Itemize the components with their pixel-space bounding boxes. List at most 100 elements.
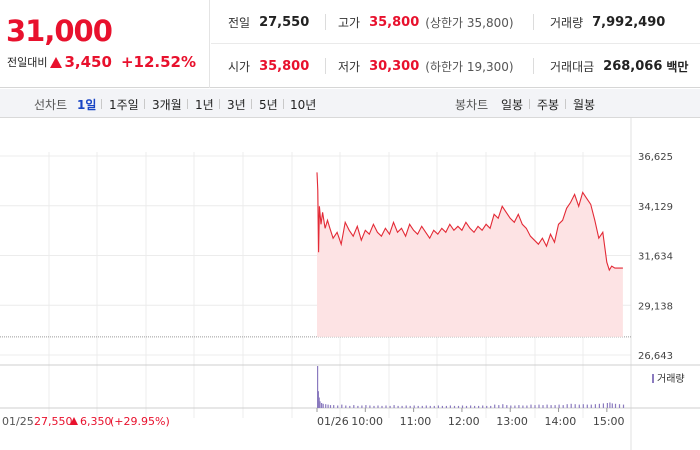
tab-1year[interactable]: 1년 [195, 98, 214, 112]
volume-bar [602, 403, 604, 408]
volume-bar [558, 404, 560, 408]
stat-value: 7,992,490 [592, 14, 666, 30]
line-chart-label: 선차트 [34, 98, 68, 112]
volume-bar [421, 405, 423, 408]
volume-bar [510, 405, 512, 408]
x-tick-label: 14:00 [545, 415, 577, 428]
tab-monthly-candle[interactable]: 월봉 [573, 98, 596, 112]
stat-volume: 거래량 7,992,490 [550, 0, 665, 44]
stat-trade-value: 거래대금 268,066 백만 [550, 44, 688, 88]
chart-tabs-bar: 선차트 1일 1주일 3개월 1년 3년 5년 10년 봉차트 일봉 주봉 월봉 [0, 89, 700, 118]
tab-3month[interactable]: 3개월 [152, 98, 182, 112]
change-label: 전일대비 [7, 56, 48, 69]
volume-bars [317, 366, 625, 408]
volume-bar [437, 405, 439, 408]
upper-limit: (상한가 35,800) [425, 15, 514, 30]
volume-bar [461, 405, 464, 408]
stat-divider [533, 58, 534, 74]
volume-bar [377, 405, 379, 408]
stat-unit: 백만 [666, 59, 689, 74]
current-price: 31,000 [6, 14, 113, 48]
lower-limit: (하한가 19,300) [425, 59, 514, 74]
volume-bar [357, 405, 359, 408]
x-tick-label: 13:00 [496, 415, 528, 428]
volume-bar [570, 403, 572, 408]
volume-bar [425, 405, 427, 408]
volume-bar [562, 405, 564, 408]
volume-bar [490, 405, 492, 408]
volume-bar [474, 405, 476, 408]
volume-bar [429, 405, 431, 408]
x-tick-label: 01/26 [317, 415, 349, 428]
price-chart-svg: 36,625 34,129 31,634 29,138 26,643 01/26 10:0… [0, 118, 700, 450]
volume-bar [341, 404, 343, 408]
stat-label: 전일 [228, 15, 251, 30]
volume-bar [506, 405, 508, 408]
volume-bar [534, 405, 536, 408]
tab-3year[interactable]: 3년 [227, 98, 246, 112]
stat-label: 거래량 [550, 15, 584, 30]
tab-divider [144, 99, 145, 109]
stat-label: 시가 [228, 59, 251, 74]
prev-day-pct: (+29.95%) [110, 415, 170, 428]
volume-bar [417, 405, 419, 408]
tab-weekly-candle[interactable]: 주봉 [537, 98, 560, 112]
candle-chart-label: 봉차트 [455, 98, 489, 112]
x-tick-label: 10:00 [351, 415, 383, 428]
change-percent: +12.52% [120, 53, 196, 71]
tab-divider [283, 99, 284, 109]
price-line-layer [316, 172, 623, 272]
volume-bar [586, 404, 588, 408]
volume-bar [369, 405, 371, 408]
x-axis-ticks: 01/26 10:00 11:00 12:00 13:00 14:00 15:00 [316, 408, 625, 428]
volume-bar [337, 405, 339, 408]
price-summary: 31,000 전일대비 3,450 +12.52% [0, 0, 210, 88]
y-tick-label: 36,625 [638, 152, 673, 163]
volume-bar [514, 405, 516, 408]
volume-bar [594, 404, 596, 408]
prev-day-change: 6,350 [80, 415, 112, 428]
volume-bar [322, 403, 324, 408]
price-area-fill [317, 172, 623, 337]
stat-label: 고가 [338, 15, 361, 30]
volume-legend-label: 거래량 [657, 373, 685, 385]
volume-bar [319, 401, 321, 408]
stat-divider [325, 58, 326, 74]
tab-1day[interactable]: 1일 [77, 98, 97, 112]
volume-bar [486, 405, 488, 408]
volume-bar [526, 405, 528, 408]
tab-divider [101, 99, 102, 109]
volume-bar [542, 405, 544, 408]
volume-bar [329, 405, 332, 408]
x-tick-label: 12:00 [448, 415, 480, 428]
volume-bar [522, 405, 524, 408]
volume-bar [611, 403, 613, 408]
volume-bar [546, 404, 548, 408]
volume-bar [550, 405, 552, 408]
tab-1week[interactable]: 1주일 [109, 98, 139, 112]
volume-bar [373, 405, 375, 408]
tab-daily-candle[interactable]: 일봉 [501, 98, 524, 112]
y-tick-label: 26,643 [638, 351, 673, 362]
volume-bar [449, 405, 451, 408]
tab-5year[interactable]: 5년 [259, 98, 278, 112]
volume-bar [397, 405, 399, 408]
stat-value: 27,550 [259, 14, 310, 30]
up-triangle-icon [70, 417, 78, 425]
x-tick-label: 15:00 [593, 415, 625, 428]
stat-label: 거래대금 [550, 59, 595, 74]
price-change: 전일대비 3,450 +12.52% [7, 53, 196, 71]
stats-grid: 전일 27,550 고가 35,800 (상한가 35,800) 거래량 7,9… [211, 0, 700, 88]
tab-10year[interactable]: 10년 [290, 98, 317, 112]
volume-bar [494, 404, 496, 408]
volume-bar [574, 404, 576, 408]
volume-bar [389, 405, 391, 408]
price-line [316, 172, 623, 272]
tab-divider [187, 99, 188, 109]
volume-bar [482, 405, 484, 408]
volume-bar [393, 405, 395, 408]
stat-label: 저가 [338, 59, 361, 74]
volume-bar [321, 403, 323, 408]
prev-day-price: 27,550 [34, 415, 73, 428]
volume-legend-swatch [652, 374, 654, 383]
